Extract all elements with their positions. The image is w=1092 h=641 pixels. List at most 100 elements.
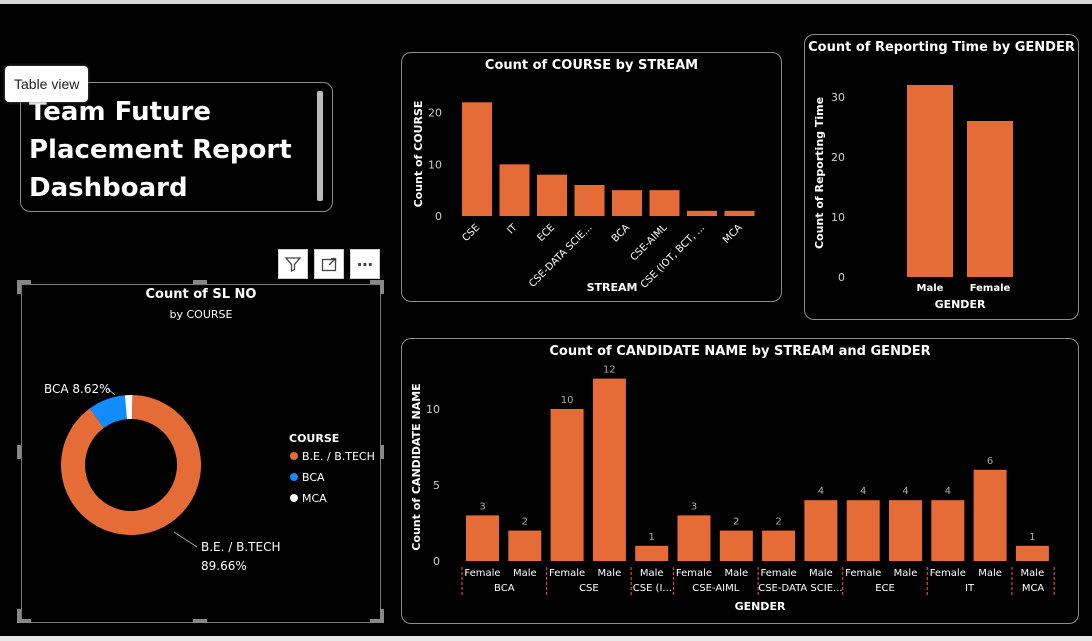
group-label: CSE [579, 583, 599, 594]
donut-slice [89, 395, 127, 428]
bar [612, 190, 642, 216]
bar [973, 469, 1007, 561]
data-label: 10 [561, 395, 574, 406]
data-label: 1 [649, 532, 655, 543]
bar [687, 210, 717, 216]
y-axis-label: Count of COURSE [412, 101, 425, 208]
be-label: B.E. / B.TECH [201, 540, 280, 554]
legend-title: COURSE [289, 432, 339, 445]
x-tick-label: MCA [721, 222, 745, 246]
focus-mode-button[interactable] [314, 249, 344, 279]
resize-handle[interactable] [193, 619, 207, 623]
data-label: 4 [945, 486, 951, 497]
resize-handle[interactable] [380, 445, 384, 459]
resize-handle[interactable] [380, 280, 384, 294]
bar [907, 85, 953, 277]
candidate-by-stream-gender-chart[interactable]: Count of CANDIDATE NAME by STREAM and GE… [401, 338, 1079, 624]
x-tick-label: Female [549, 568, 585, 579]
filter-button[interactable] [278, 249, 308, 279]
x-tick-label: Female [676, 568, 712, 579]
resize-handle[interactable] [17, 280, 21, 294]
bar [649, 190, 680, 216]
more-options-button[interactable]: ⋯ [350, 249, 380, 279]
data-label: 1 [1029, 532, 1035, 543]
x-tick-label: Male [917, 283, 944, 294]
data-label: 12 [603, 365, 616, 376]
y-tick-label: 0 [838, 271, 845, 284]
bar [1015, 545, 1049, 561]
bar [508, 530, 542, 561]
y-tick-label: 0 [435, 210, 442, 223]
bar [466, 515, 499, 561]
bar [719, 530, 753, 561]
x-tick-label: Male [978, 568, 1002, 579]
dashboard-title: Team Future Placement Report Dashboard [29, 97, 292, 203]
title-scrollbar[interactable] [317, 91, 323, 201]
group-label: ECE [875, 583, 895, 594]
resize-handle[interactable] [17, 619, 31, 623]
chart-title: Count of CANDIDATE NAME by STREAM and GE… [549, 344, 931, 359]
resize-handle[interactable] [380, 609, 384, 623]
resize-handle[interactable] [370, 280, 384, 284]
leader-line [107, 388, 116, 396]
be-percent-label: 89.66% [201, 559, 247, 573]
legend-marker [290, 494, 298, 502]
y-axis-label: Count of CANDIDATE NAME [410, 383, 423, 550]
sl-no-by-course-chart[interactable]: Count of SL NO by COURSE BCA 8.62% B.E. /… [21, 284, 381, 623]
bca-label: BCA 8.62% [44, 382, 111, 396]
y-tick-label: 20 [831, 151, 845, 164]
bar [762, 530, 796, 561]
x-tick-label: Male [1021, 568, 1045, 579]
x-tick-label: Male [598, 568, 622, 579]
group-label: IT [965, 583, 975, 594]
course-by-stream-chart[interactable]: Count of COURSE by STREAM 0 10 20 CSE IT ECE C… [401, 52, 782, 302]
x-tick-label: Female [761, 568, 797, 579]
x-axis-label: GENDER [935, 298, 986, 311]
chart-subtitle: by COURSE [169, 308, 233, 321]
group-label: BCA [494, 583, 515, 594]
resize-handle[interactable] [17, 280, 31, 284]
x-tick-label: Male [513, 568, 537, 579]
group-label: CSE-DATA SCIE... [758, 583, 842, 594]
top-strip [0, 0, 1092, 4]
donut-slice [61, 395, 202, 535]
x-tick-label: Female [970, 283, 1011, 294]
resize-handle[interactable] [17, 609, 21, 623]
chart-title: Count of SL NO [145, 287, 257, 302]
bar [677, 515, 711, 561]
x-tick-label: Male [809, 568, 833, 579]
title-card[interactable]: Team Future Placement Report Dashboard [20, 82, 333, 212]
legend-marker [290, 473, 298, 481]
data-label: 2 [733, 517, 739, 528]
bar [931, 500, 965, 561]
data-label: 4 [902, 486, 908, 497]
bar [592, 378, 626, 561]
bar [574, 185, 605, 216]
y-tick-label: 20 [428, 107, 442, 120]
donut-plot: BCA 8.62% B.E. / B.TECH 89.66% COURSE B.E. /… [44, 382, 375, 573]
focus-mode-icon [321, 257, 337, 272]
chart-title: Count of COURSE by STREAM [484, 58, 699, 73]
reporting-time-by-gender-chart[interactable]: Count of Reporting Time by GENDER 0 10 20 3… [804, 34, 1079, 320]
x-tick-label: Male [894, 568, 918, 579]
x-tick-label: CSE (IOT, BCT, ... [639, 222, 707, 290]
resize-handle[interactable] [370, 619, 384, 623]
bar [550, 409, 584, 561]
bar [499, 164, 530, 216]
resize-handle[interactable] [17, 445, 21, 459]
y-axis-label: Count of Reporting Time [813, 97, 826, 249]
donut-slice [124, 395, 133, 420]
x-tick-label: IT [505, 222, 520, 237]
bar [889, 500, 922, 561]
y-tick-label: 30 [831, 91, 845, 104]
group-label: CSE-AIML [692, 583, 739, 594]
bar [462, 102, 492, 216]
legend-label: BCA [302, 471, 325, 484]
bar [537, 174, 567, 216]
x-tick-label: Female [464, 568, 500, 579]
x-tick-label: Male [724, 568, 748, 579]
bar [846, 500, 880, 561]
x-tick-label: BCA [610, 222, 632, 244]
resize-handle[interactable] [193, 280, 207, 284]
legend-label: B.E. / B.TECH [302, 450, 375, 463]
